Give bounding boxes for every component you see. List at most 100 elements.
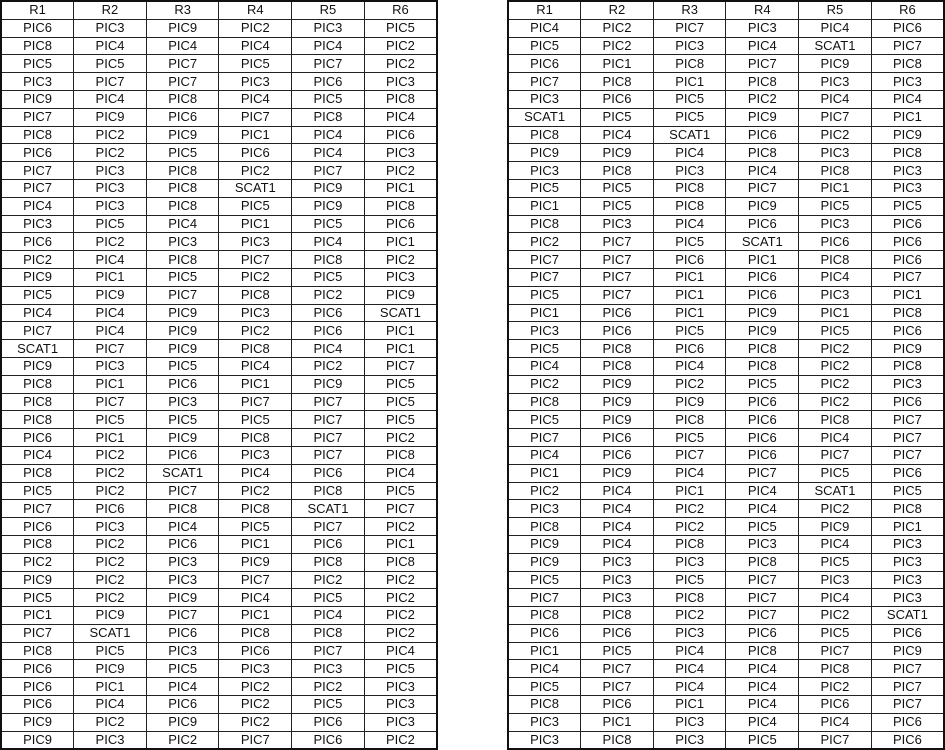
table-cell: PIC8 (870, 303, 945, 323)
table-row: PIC7 PIC8 PIC1 PIC8 PIC3 PIC3 (507, 72, 945, 91)
table-cell: PIC7 (870, 428, 945, 447)
table-cell: PIC7 (725, 463, 800, 483)
table-cell: PIC7 (73, 72, 147, 91)
table-cell: PIC2 (218, 267, 293, 287)
table-cell: PIC5 (363, 374, 438, 394)
table-row: PIC8 PIC6 PIC1 PIC4 PIC6 PIC7 (507, 695, 945, 714)
table-cell: PIC4 (145, 677, 220, 697)
table-cell: PIC5 (798, 196, 872, 216)
table-cell: PIC9 (145, 321, 220, 341)
table-cell: PIC4 (363, 107, 438, 127)
table-cell: PIC1 (798, 303, 872, 323)
table-cell: PIC4 (291, 606, 365, 625)
table-cell: PIC3 (218, 72, 293, 91)
table-cell: PIC7 (870, 677, 945, 697)
table-cell: PIC8 (0, 374, 75, 394)
table-cell: PIC6 (725, 445, 800, 465)
table-cell: PIC8 (580, 72, 654, 91)
table-cell: PIC7 (291, 392, 365, 412)
table-cell: PIC6 (0, 232, 75, 252)
table-cell: PIC3 (507, 499, 582, 519)
table-cell: PIC4 (218, 356, 293, 376)
column-header: R2 (580, 0, 654, 20)
table-cell: PIC7 (798, 107, 872, 127)
table-cell: PIC3 (363, 72, 438, 91)
table-cell: PIC8 (870, 499, 945, 519)
table-cell: PIC2 (291, 677, 365, 697)
table-cell: PIC3 (73, 178, 147, 198)
table-cell: PIC6 (145, 534, 220, 554)
table-cell: PIC5 (580, 107, 654, 127)
table-row: PIC6 PIC1 PIC9 PIC8 PIC7 PIC2 (0, 428, 438, 447)
table-cell: PIC9 (725, 321, 800, 341)
table-cell: SCAT1 (652, 125, 727, 145)
table-cell: PIC2 (218, 321, 293, 341)
table-cell: PIC4 (73, 36, 147, 56)
table-row: PIC4 PIC2 PIC7 PIC3 PIC4 PIC6 (507, 18, 945, 38)
table-cell: PIC2 (73, 534, 147, 554)
table-cell: PIC6 (580, 303, 654, 323)
table-cell: PIC3 (652, 36, 727, 56)
table-cell: PIC8 (652, 196, 727, 216)
table-row: PIC7 PIC3 PIC8 SCAT1 PIC9 PIC1 (0, 178, 438, 198)
table-cell: PIC4 (725, 36, 800, 56)
table-cell: PIC4 (725, 659, 800, 679)
table-cell: PIC6 (798, 695, 872, 714)
table-row: PIC9 PIC4 PIC8 PIC4 PIC5 PIC8 (0, 89, 438, 109)
table-cell: PIC4 (291, 339, 365, 358)
table-cell: PIC6 (725, 392, 800, 412)
table-cell: PIC9 (507, 143, 582, 163)
table-row: PIC3 PIC1 PIC3 PIC4 PIC4 PIC6 (507, 712, 945, 732)
table-cell: PIC7 (291, 641, 365, 661)
table-row: PIC9 PIC4 PIC8 PIC3 PIC4 PIC3 (507, 534, 945, 554)
table-cell: PIC9 (0, 89, 75, 109)
table-cell: PIC2 (73, 481, 147, 501)
table-cell: PIC2 (652, 606, 727, 625)
table-row: PIC6 PIC1 PIC8 PIC7 PIC9 PIC8 (507, 54, 945, 74)
table-cell: PIC9 (580, 392, 654, 412)
table-cell: PIC3 (363, 695, 438, 714)
table-row: PIC5 PIC3 PIC5 PIC7 PIC3 PIC3 (507, 570, 945, 590)
table-cell: PIC3 (652, 730, 727, 750)
table-cell: PIC2 (73, 463, 147, 483)
table-cell: PIC2 (363, 730, 438, 750)
table-cell: PIC9 (580, 143, 654, 163)
table-row: PIC8 PIC5 PIC3 PIC6 PIC7 PIC4 (0, 641, 438, 661)
table-row: PIC3 PIC8 PIC3 PIC5 PIC7 PIC6 (507, 730, 945, 750)
table-cell: PIC5 (798, 623, 872, 643)
table-row: PIC5 PIC9 PIC7 PIC8 PIC2 PIC9 (0, 285, 438, 305)
table-cell: PIC8 (507, 695, 582, 714)
table-cell: PIC5 (73, 54, 147, 74)
table-row: PIC1 PIC5 PIC8 PIC9 PIC5 PIC5 (507, 196, 945, 216)
table-cell: PIC7 (870, 410, 945, 430)
column-header: R5 (291, 0, 365, 20)
table-cell: PIC4 (218, 463, 293, 483)
table-row: PIC1 PIC5 PIC4 PIC8 PIC7 PIC9 (507, 641, 945, 661)
table-row: PIC8 PIC1 PIC6 PIC1 PIC9 PIC5 (0, 374, 438, 394)
table-cell: PIC3 (0, 72, 75, 91)
table-cell: PIC5 (507, 410, 582, 430)
table-cell: SCAT1 (363, 303, 438, 323)
table-cell: PIC9 (725, 303, 800, 323)
table-cell: PIC1 (363, 232, 438, 252)
table-cell: PIC5 (145, 410, 220, 430)
table-cell: PIC2 (291, 356, 365, 376)
table-cell: PIC4 (725, 712, 800, 732)
table-cell: PIC6 (363, 214, 438, 234)
table-cell: PIC4 (725, 677, 800, 697)
table-row: PIC6 PIC3 PIC9 PIC2 PIC3 PIC5 (0, 18, 438, 38)
table-cell: PIC6 (218, 641, 293, 661)
table-cell: PIC7 (580, 232, 654, 252)
table-cell: PIC8 (0, 392, 75, 412)
table-cell: PIC4 (363, 641, 438, 661)
table-cell: PIC8 (725, 143, 800, 163)
table-cell: PIC6 (725, 125, 800, 145)
table-cell: PIC2 (145, 730, 220, 750)
column-header: R2 (73, 0, 147, 20)
table-cell: PIC1 (870, 107, 945, 127)
table-cell: PIC4 (218, 36, 293, 56)
table-cell: PIC8 (725, 356, 800, 376)
table-row: PIC5 PIC2 PIC3 PIC4 SCAT1 PIC7 (507, 36, 945, 56)
table-cell: PIC1 (652, 695, 727, 714)
table-cell: PIC6 (291, 730, 365, 750)
